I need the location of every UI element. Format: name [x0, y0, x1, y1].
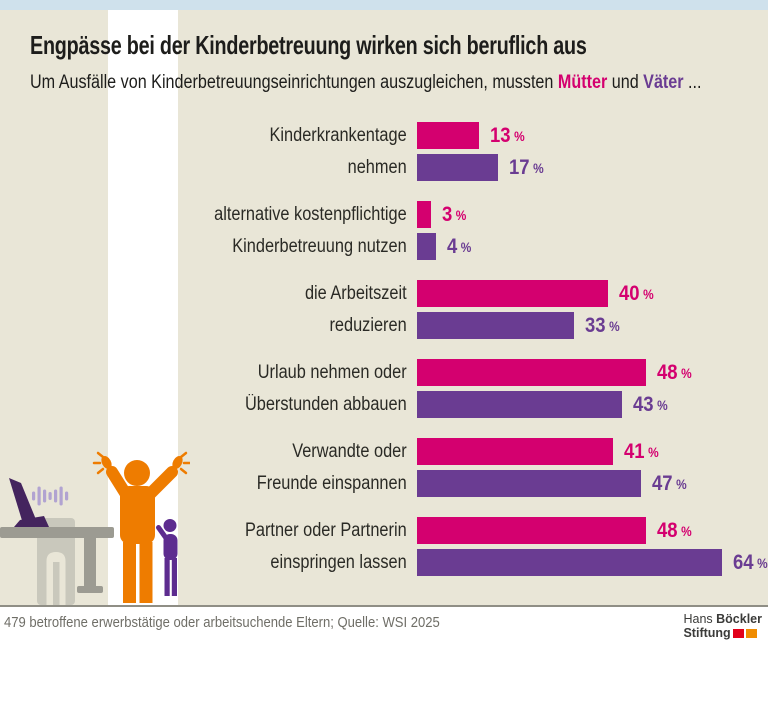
top-accent-bar — [0, 0, 768, 10]
category-label-line2: Überstunden abbauen — [244, 393, 407, 415]
child-figure — [156, 519, 178, 596]
bar-group: die Arbeitszeit 40% reduzieren 33% — [0, 280, 768, 339]
desk-icon — [0, 527, 114, 593]
footer: 479 betroffene erwerbstätige oder arbeit… — [0, 605, 768, 703]
category-label-line1: Kinderkrankentage — [269, 124, 407, 146]
burst-lines-icon — [92, 451, 190, 475]
office-family-illustration — [0, 451, 190, 605]
mother-value-label: 41% — [623, 439, 659, 463]
subtitle-prefix: Um Ausfälle von Kinderbetreuungseinricht… — [30, 72, 554, 93]
mother-bar-row: alternative kostenpflichtige 3% — [0, 201, 768, 228]
source-note: 479 betroffene erwerbstätige oder arbeit… — [4, 614, 440, 631]
mother-bar-row: Verwandte oder 41% — [0, 438, 768, 465]
father-value-label: 17% — [509, 155, 544, 179]
mother-value-label: 3% — [442, 202, 467, 226]
logo-line2: Stiftung — [683, 626, 762, 640]
cheering-parent-figure — [92, 451, 190, 603]
mother-bar — [417, 280, 608, 307]
bar-group: Partner oder Partnerin 48% einspringen l… — [0, 517, 768, 576]
bar-chart: Kinderkrankentage 13% nehmen 17% alterna… — [0, 122, 768, 576]
subtitle-fathers-label: Väter — [643, 72, 684, 93]
subtitle-and: und — [611, 72, 639, 93]
father-value-label: 33% — [585, 313, 621, 337]
father-bar — [417, 233, 437, 260]
mother-bar — [417, 359, 646, 386]
mother-bar — [417, 201, 432, 228]
mother-bar — [417, 122, 479, 149]
mother-value-label: 13% — [490, 123, 525, 147]
father-bar-row: nehmen 17% — [0, 154, 768, 181]
bar-group: Urlaub nehmen oder 48% Überstunden abbau… — [0, 359, 768, 418]
category-label-line1: Verwandte oder — [292, 440, 407, 462]
father-value-label: 4% — [447, 234, 472, 258]
father-value-label: 64% — [733, 550, 768, 574]
logo-orange-square-icon — [745, 629, 757, 638]
father-bar-row: Freunde einspannen 47% — [0, 470, 768, 497]
father-bar — [417, 312, 575, 339]
mother-bar-row: Partner oder Partnerin 48% — [0, 517, 768, 544]
sound-waves-icon — [32, 486, 69, 506]
father-bar — [417, 549, 723, 576]
mother-bar — [417, 517, 646, 544]
father-bar — [417, 154, 499, 181]
category-label-line2: Freunde einspannen — [256, 472, 407, 494]
category-label-line1: Urlaub nehmen oder — [257, 361, 407, 383]
category-label-line1: die Arbeitszeit — [304, 282, 407, 304]
laptop-icon — [9, 478, 49, 527]
page-title: Engpässe bei der Kinderbetreuung wirken … — [30, 30, 587, 60]
father-value-label: 43% — [633, 392, 668, 416]
mother-bar-row: Kinderkrankentage 13% — [0, 122, 768, 149]
bar-group: Verwandte oder 41% Freunde einspannen 47… — [0, 438, 768, 497]
category-label-line2: reduzieren — [329, 314, 407, 336]
category-label-line2: einspringen lassen — [270, 551, 407, 573]
category-label-line2: Kinderbetreuung nutzen — [232, 235, 407, 257]
subtitle: Um Ausfälle von Kinderbetreuungseinricht… — [30, 72, 702, 94]
father-bar — [417, 391, 623, 418]
mother-value-label: 40% — [618, 281, 654, 305]
hans-boeckler-stiftung-logo: Hans Böckler Stiftung — [683, 612, 762, 640]
bar-group: alternative kostenpflichtige 3% Kinderbe… — [0, 201, 768, 260]
subtitle-mothers-label: Mütter — [557, 72, 608, 93]
office-chair-icon — [37, 518, 75, 605]
mother-bar-row: die Arbeitszeit 40% — [0, 280, 768, 307]
category-label-line2: nehmen — [347, 156, 407, 178]
father-bar — [417, 470, 642, 497]
mother-value-label: 48% — [656, 518, 692, 542]
father-bar-row: Kinderbetreuung nutzen 4% — [0, 233, 768, 260]
father-value-label: 47% — [652, 471, 687, 495]
bar-group: Kinderkrankentage 13% nehmen 17% — [0, 122, 768, 181]
father-bar-row: einspringen lassen 64% — [0, 549, 768, 576]
chart-area: Engpässe bei der Kinderbetreuung wirken … — [0, 10, 768, 605]
father-bar-row: Überstunden abbauen 43% — [0, 391, 768, 418]
father-bar-row: reduzieren 33% — [0, 312, 768, 339]
logo-line1: Hans Böckler — [683, 612, 762, 626]
mother-bar — [417, 438, 613, 465]
mother-value-label: 48% — [656, 360, 692, 384]
category-label-line1: Partner oder Partnerin — [245, 519, 407, 541]
mother-bar-row: Urlaub nehmen oder 48% — [0, 359, 768, 386]
category-label-line1: alternative kostenpflichtige — [214, 203, 407, 225]
subtitle-suffix: ... — [688, 72, 702, 93]
logo-red-square-icon — [732, 629, 744, 638]
